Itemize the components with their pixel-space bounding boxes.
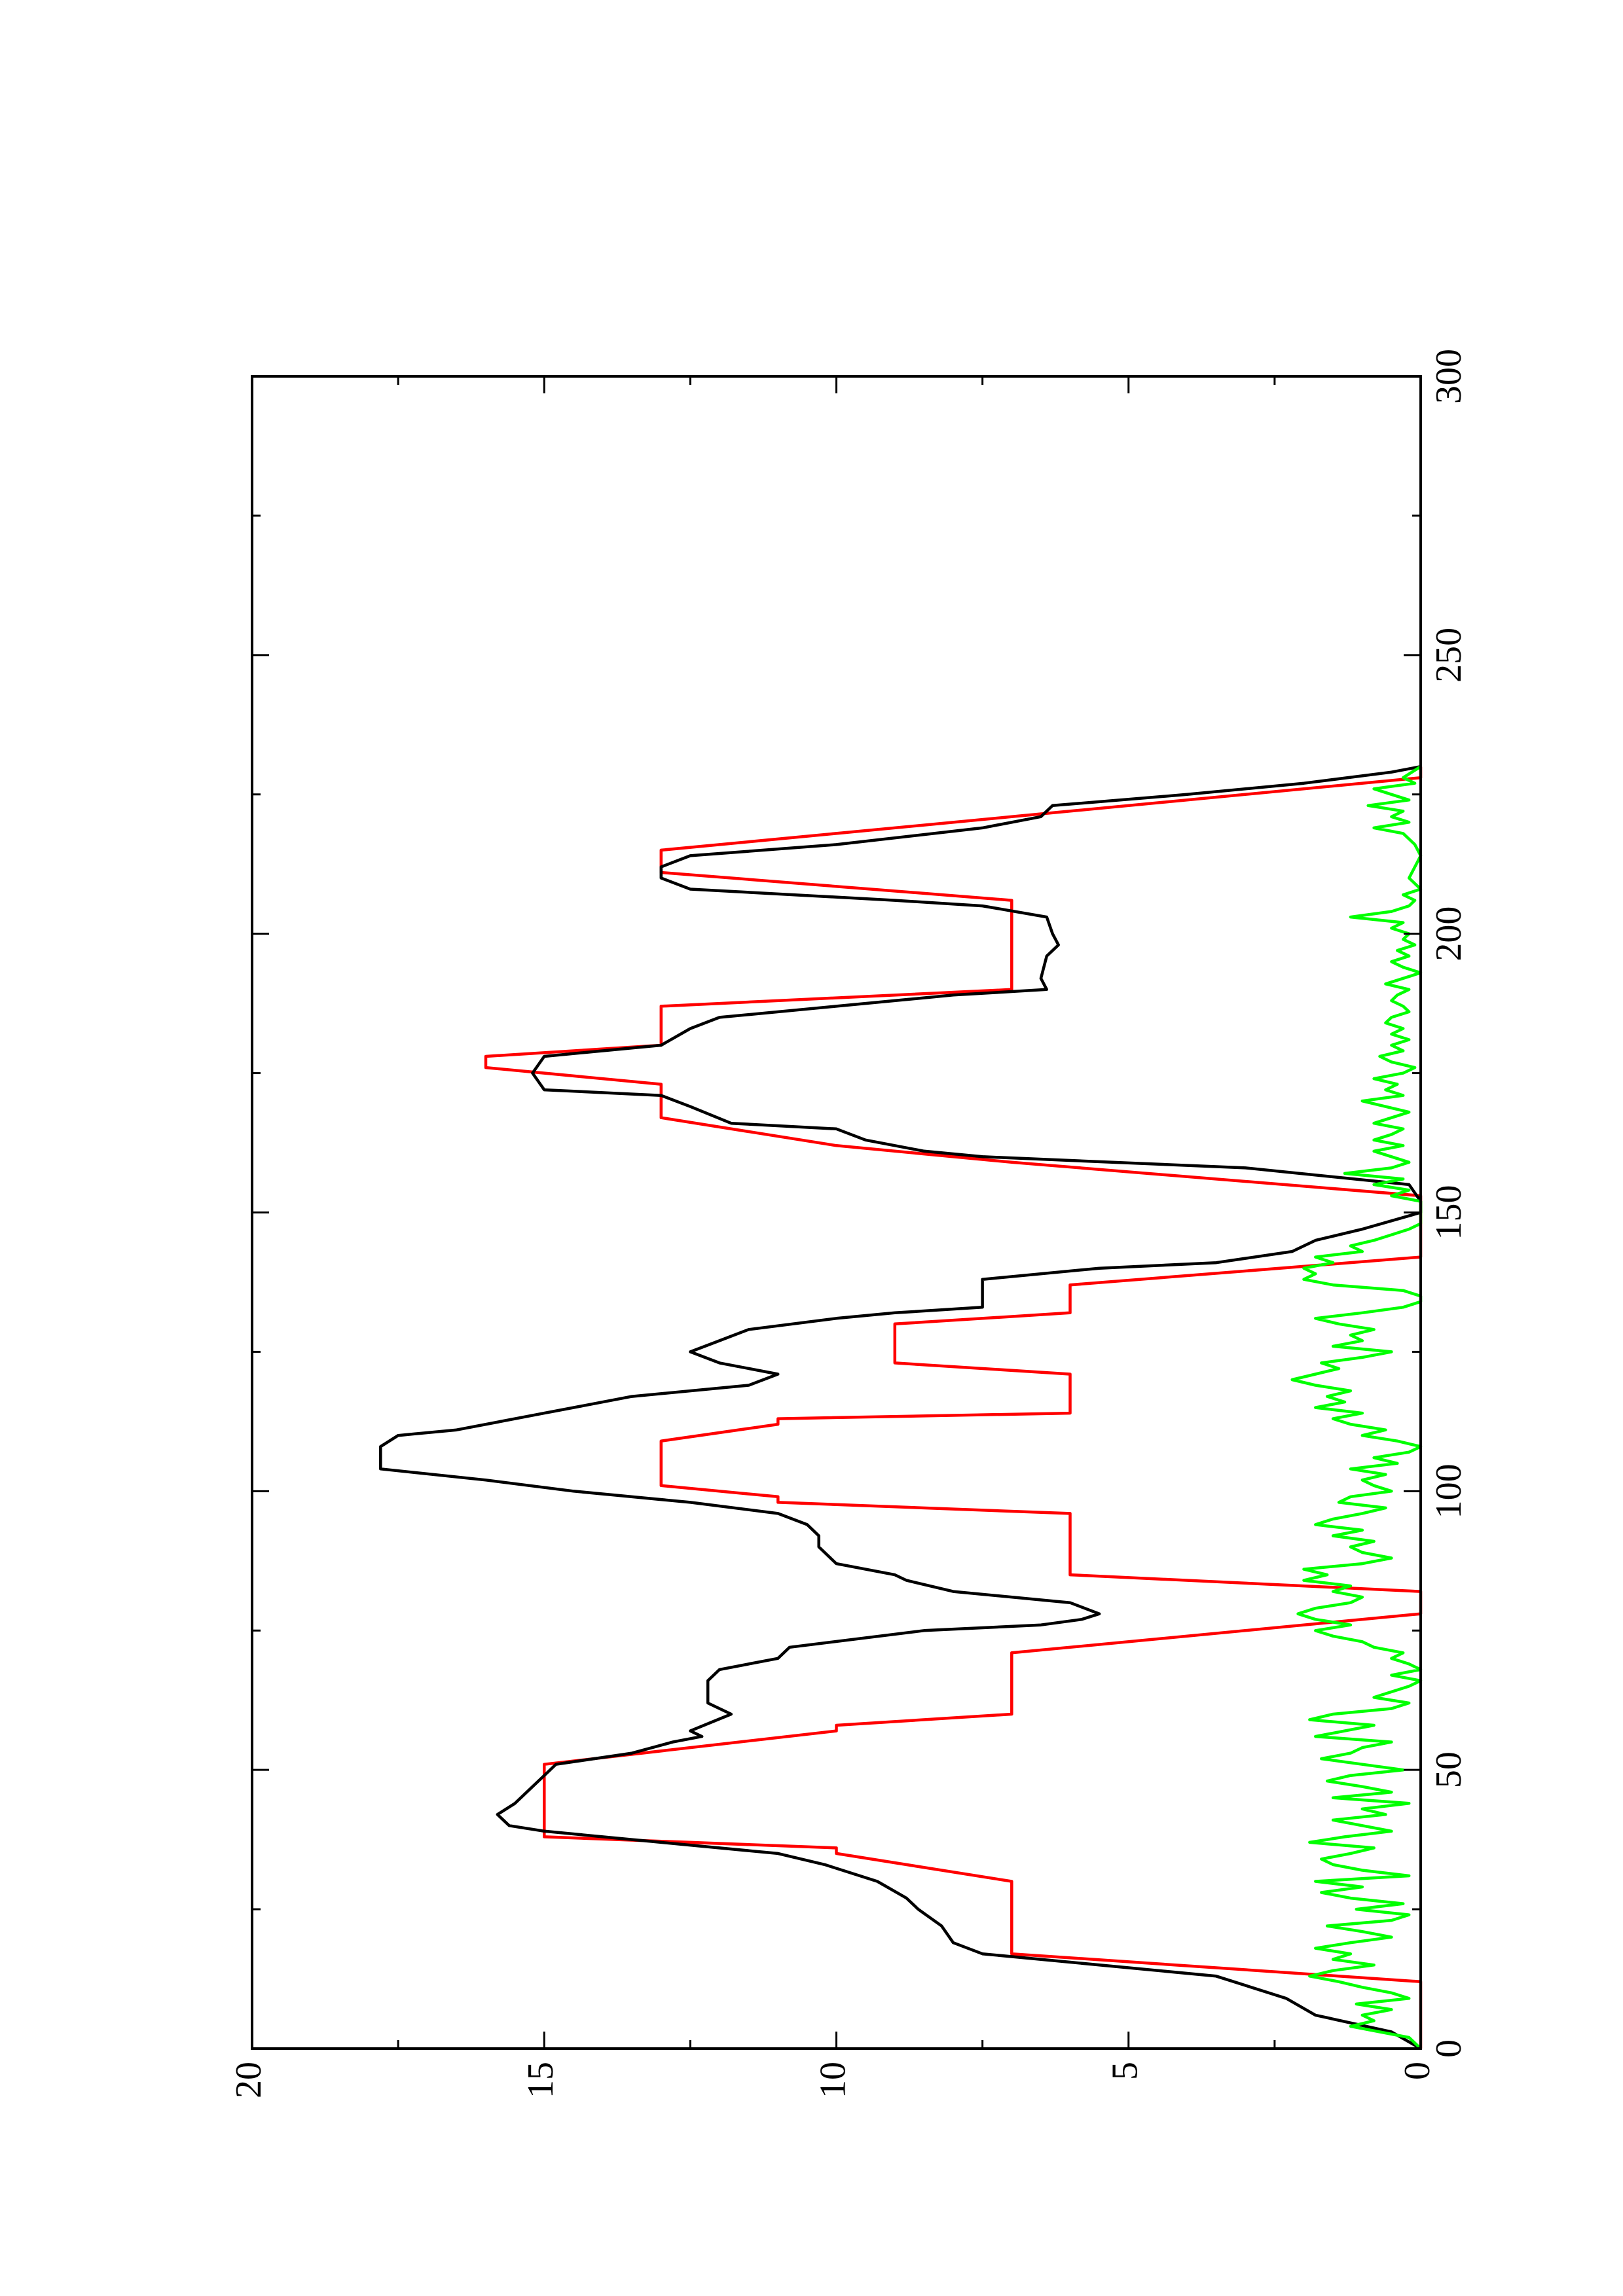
x-tick-label: 150: [1429, 1185, 1469, 1240]
y-tick-label: 0: [1397, 2062, 1438, 2080]
y-tick-label: 15: [520, 2062, 561, 2098]
y-tick-label: 5: [1105, 2062, 1146, 2080]
x-tick-label: 300: [1429, 349, 1469, 404]
series-line-1: [484, 766, 1423, 2049]
series-line-3: [1290, 765, 1423, 2050]
x-tick-label: 250: [1429, 628, 1469, 683]
series-line-2: [379, 764, 1423, 2050]
series-layer: [379, 764, 1423, 2050]
plot-frame: [251, 375, 1422, 2050]
x-tick-label: 200: [1429, 906, 1469, 961]
x-tick-label: 50: [1429, 1751, 1469, 1788]
ticks-layer: [251, 375, 1422, 2050]
y-tick-label: 10: [812, 2062, 853, 2098]
y-tick-label: 20: [228, 2062, 269, 2098]
x-tick-label: 100: [1429, 1463, 1469, 1518]
x-tick-label: 0: [1429, 2039, 1469, 2058]
tick-labels-layer: 0 50 100 150 200 250 300 0 5 10 15 20: [228, 349, 1469, 2098]
